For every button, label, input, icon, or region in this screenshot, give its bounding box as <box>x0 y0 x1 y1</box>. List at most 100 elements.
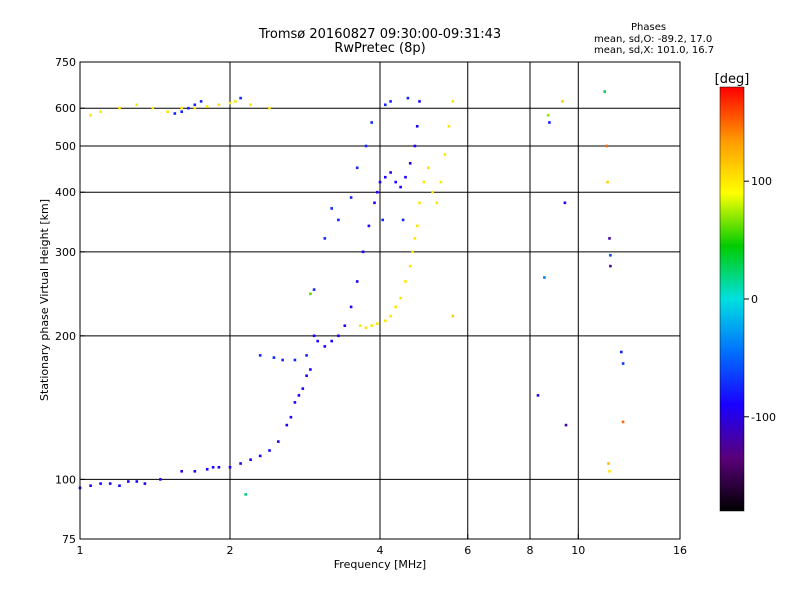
data-point <box>193 470 197 473</box>
data-point <box>108 482 112 485</box>
data-point <box>277 440 280 443</box>
data-point <box>305 354 308 357</box>
data-point <box>239 96 242 100</box>
data-point <box>536 394 540 397</box>
data-point <box>99 110 102 113</box>
colorbar-tick-label: -100 <box>751 411 776 424</box>
data-point <box>609 264 612 268</box>
data-point <box>439 180 443 184</box>
x-tick-label: 6 <box>464 544 471 557</box>
y-tick-label: 400 <box>55 186 76 199</box>
colorbar: [deg] -100 0 100 <box>715 72 776 512</box>
data-point <box>159 478 162 481</box>
data-point <box>373 201 376 205</box>
data-point <box>316 339 319 343</box>
data-point <box>431 190 434 194</box>
data-points <box>78 90 625 496</box>
phase-stats-x: mean, sd,X: 101.0, 16.7 <box>594 45 715 56</box>
data-point <box>608 470 611 473</box>
data-point <box>399 296 402 300</box>
grid <box>80 62 680 539</box>
data-point <box>205 105 209 108</box>
data-point <box>381 218 384 222</box>
x-tick-label: 8 <box>527 544 534 557</box>
data-point <box>305 374 308 377</box>
data-point <box>384 319 387 323</box>
axis-ticks: 1 2 4 6 8 10 16 75 100 200 300 400 500 600 750 <box>55 56 687 557</box>
colorbar-label: [deg] <box>715 72 750 87</box>
y-tick-label: 100 <box>55 473 76 486</box>
x-tick-label: 10 <box>571 544 585 557</box>
data-point <box>561 100 564 103</box>
data-point <box>285 423 289 427</box>
data-point <box>193 106 197 110</box>
data-point <box>301 387 305 390</box>
data-point <box>415 125 419 128</box>
data-point <box>443 153 447 156</box>
data-point <box>234 100 237 103</box>
data-point <box>151 106 155 110</box>
data-point <box>370 324 373 327</box>
data-point <box>337 334 340 338</box>
data-point <box>349 196 353 199</box>
data-point <box>435 201 439 205</box>
data-point <box>289 415 293 419</box>
data-point <box>187 106 190 110</box>
data-point <box>415 224 419 228</box>
data-point <box>422 180 426 184</box>
data-point <box>401 218 405 222</box>
data-point <box>389 314 392 318</box>
data-point <box>378 180 382 184</box>
data-point <box>605 144 608 148</box>
data-point <box>343 324 347 327</box>
data-point <box>621 362 625 365</box>
x-tick-label: 4 <box>377 544 384 557</box>
data-point <box>89 113 92 117</box>
data-point <box>193 103 197 107</box>
data-point <box>404 280 407 283</box>
data-point <box>293 401 297 404</box>
data-point <box>546 113 550 117</box>
data-point <box>268 449 271 452</box>
data-point <box>309 292 312 296</box>
y-tick-label: 500 <box>55 140 76 153</box>
data-point <box>404 175 407 179</box>
data-point <box>364 326 368 329</box>
colorbar-gradient <box>719 86 745 512</box>
y-tick-label: 750 <box>55 56 76 69</box>
data-point <box>376 190 379 194</box>
data-point <box>406 96 410 100</box>
data-point <box>258 454 262 458</box>
x-tick-label: 16 <box>673 544 687 557</box>
data-point <box>408 264 412 268</box>
data-point <box>249 458 252 461</box>
data-point <box>330 207 333 210</box>
data-point <box>272 356 276 359</box>
data-point <box>323 345 327 348</box>
data-point <box>607 462 610 465</box>
data-point <box>394 305 397 309</box>
data-point <box>173 112 177 115</box>
data-point <box>297 394 301 397</box>
data-point <box>384 103 387 107</box>
data-point <box>89 484 92 487</box>
data-point <box>199 100 203 103</box>
data-point <box>399 185 402 189</box>
data-point <box>127 480 130 483</box>
data-point <box>330 339 333 343</box>
data-point <box>135 103 139 107</box>
data-point <box>135 480 139 483</box>
data-point <box>543 276 546 279</box>
data-point <box>217 466 221 469</box>
data-point <box>447 125 451 128</box>
data-point <box>355 280 359 283</box>
data-point <box>118 484 121 487</box>
data-point <box>205 468 209 471</box>
y-tick-label: 200 <box>55 330 76 343</box>
data-point <box>309 368 312 371</box>
data-point <box>620 350 623 354</box>
data-point <box>249 103 252 107</box>
data-point <box>394 180 397 184</box>
data-point <box>293 358 297 362</box>
